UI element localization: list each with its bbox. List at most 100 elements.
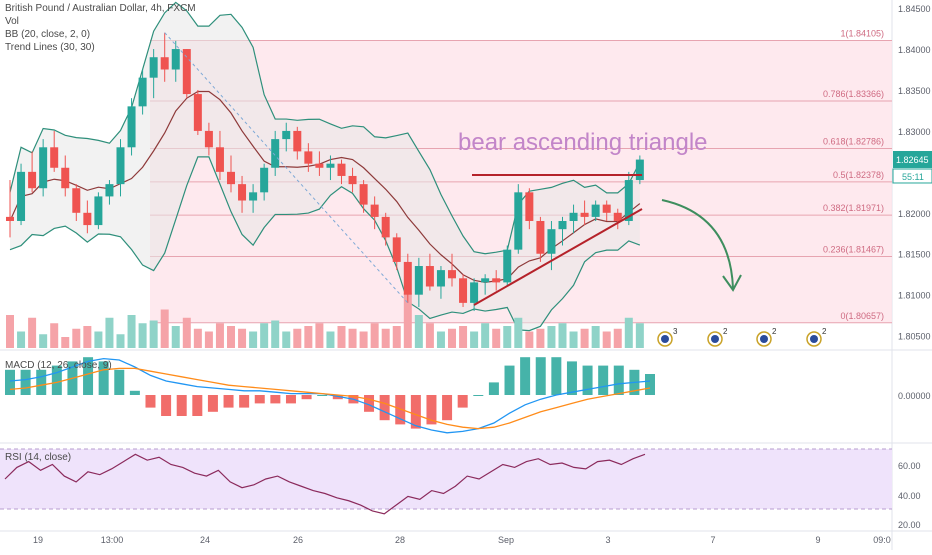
candle-body bbox=[160, 57, 169, 70]
rsi-band bbox=[0, 449, 892, 509]
candle-body bbox=[61, 167, 70, 189]
last-price-label: 1.82645 bbox=[896, 155, 929, 165]
candle-body bbox=[569, 212, 578, 221]
flag-icon bbox=[810, 335, 818, 343]
macd-line bbox=[9, 357, 651, 434]
macd-histogram-bar bbox=[598, 365, 609, 395]
volume-bar bbox=[448, 328, 456, 348]
candle-body bbox=[337, 163, 346, 176]
candle-body bbox=[105, 184, 114, 197]
time-tick-label: 09:0 bbox=[873, 535, 891, 545]
candle-body bbox=[348, 175, 357, 185]
volume-bar bbox=[105, 317, 114, 348]
candle-body bbox=[425, 266, 434, 287]
macd-histogram-bar bbox=[488, 382, 499, 395]
candle-body bbox=[6, 216, 14, 221]
macd-histogram-bar bbox=[364, 395, 375, 412]
fib-anchor-line bbox=[164, 32, 409, 304]
volume-bar bbox=[613, 328, 622, 348]
volume-bar bbox=[304, 326, 313, 348]
macd-histogram-bar bbox=[36, 369, 47, 395]
volume-bar bbox=[39, 334, 48, 348]
candle-body bbox=[50, 147, 59, 168]
candle-body bbox=[459, 278, 468, 303]
macd-histogram-bar bbox=[535, 357, 546, 395]
macd-histogram-bar bbox=[551, 357, 562, 395]
annotation-text: bear ascending triangle bbox=[458, 129, 708, 156]
price-tick-label: 1.84000 bbox=[898, 45, 931, 55]
candle-body bbox=[204, 130, 213, 148]
volume-bar bbox=[536, 328, 545, 348]
volume-bar bbox=[282, 331, 291, 348]
volume-bar bbox=[414, 315, 423, 348]
macd-histogram-bar bbox=[395, 395, 406, 425]
macd-histogram-bar bbox=[129, 390, 140, 395]
macd-histogram-bar bbox=[426, 395, 437, 425]
bollinger-upper-line bbox=[9, 1, 641, 255]
candle-body bbox=[547, 229, 556, 254]
macd-histogram-bar bbox=[192, 395, 203, 416]
candle-body bbox=[514, 192, 523, 250]
volume-bar bbox=[315, 323, 324, 348]
rsi-legend: RSI (14, close) bbox=[5, 451, 71, 464]
candle-body bbox=[171, 49, 180, 70]
flag-icon bbox=[760, 335, 768, 343]
countdown-tag bbox=[892, 168, 932, 184]
volume-bar bbox=[182, 317, 191, 348]
candle-body bbox=[470, 282, 479, 303]
price-tick-label: 1.83000 bbox=[898, 127, 931, 137]
candle-body bbox=[613, 212, 622, 221]
forecast-arrow bbox=[661, 199, 734, 289]
volume-bar bbox=[436, 331, 445, 348]
fib-level-label: 0(1.80657) bbox=[840, 311, 884, 321]
volume-bar bbox=[72, 328, 81, 348]
candle-body bbox=[381, 216, 390, 238]
candle-body bbox=[525, 192, 534, 221]
macd-histogram-bar bbox=[317, 395, 328, 396]
volume-bar bbox=[370, 323, 379, 348]
candle-body bbox=[193, 94, 202, 131]
time-tick-label: 7 bbox=[710, 535, 715, 545]
macd-histogram-bar bbox=[83, 357, 94, 395]
volume-bar bbox=[293, 328, 302, 348]
candle-body bbox=[138, 77, 147, 107]
candle-body bbox=[558, 220, 567, 230]
candle-body bbox=[448, 270, 456, 279]
rsi-tick-label: 40.00 bbox=[898, 491, 921, 501]
rsi-tick-label: 20.00 bbox=[898, 520, 921, 530]
macd-histogram-bar bbox=[379, 395, 390, 421]
macd-histogram-bar bbox=[5, 369, 15, 395]
candle-body bbox=[149, 57, 158, 78]
volume-bar bbox=[591, 326, 600, 348]
macd-histogram-bar bbox=[410, 395, 421, 429]
macd-histogram-bar bbox=[504, 365, 515, 395]
support-trend-line bbox=[473, 208, 643, 306]
signal-line bbox=[9, 367, 651, 430]
candle-body bbox=[414, 266, 423, 295]
macd-tick-label: 0.00000 bbox=[898, 391, 931, 401]
candle-body bbox=[94, 196, 103, 226]
volume-bar bbox=[271, 320, 280, 348]
macd-histogram-bar bbox=[270, 395, 281, 404]
main-legend: British Pound / Australian Dollar, 4h, F… bbox=[5, 2, 196, 54]
volume-bar bbox=[204, 331, 213, 348]
macd-histogram-bar bbox=[161, 395, 172, 416]
volume-bar bbox=[635, 323, 644, 348]
time-tick-label: 9 bbox=[815, 535, 820, 545]
volume-bar bbox=[138, 323, 147, 348]
candle-body bbox=[392, 237, 401, 262]
fib-level-label: 0.382(1.81971) bbox=[823, 203, 884, 213]
volume-bar bbox=[116, 334, 125, 348]
macd-histogram-bar bbox=[473, 395, 484, 396]
volume-bar bbox=[326, 331, 335, 348]
candle-body bbox=[591, 204, 600, 217]
rsi-line bbox=[4, 453, 646, 515]
volume-bar bbox=[260, 323, 269, 348]
candle-body bbox=[17, 171, 26, 221]
macd-histogram-bar bbox=[51, 365, 62, 395]
volume-bar bbox=[215, 323, 224, 348]
volume-bar bbox=[149, 320, 158, 348]
volume-bar bbox=[381, 328, 390, 348]
countdown-label: 55:11 bbox=[902, 172, 924, 182]
